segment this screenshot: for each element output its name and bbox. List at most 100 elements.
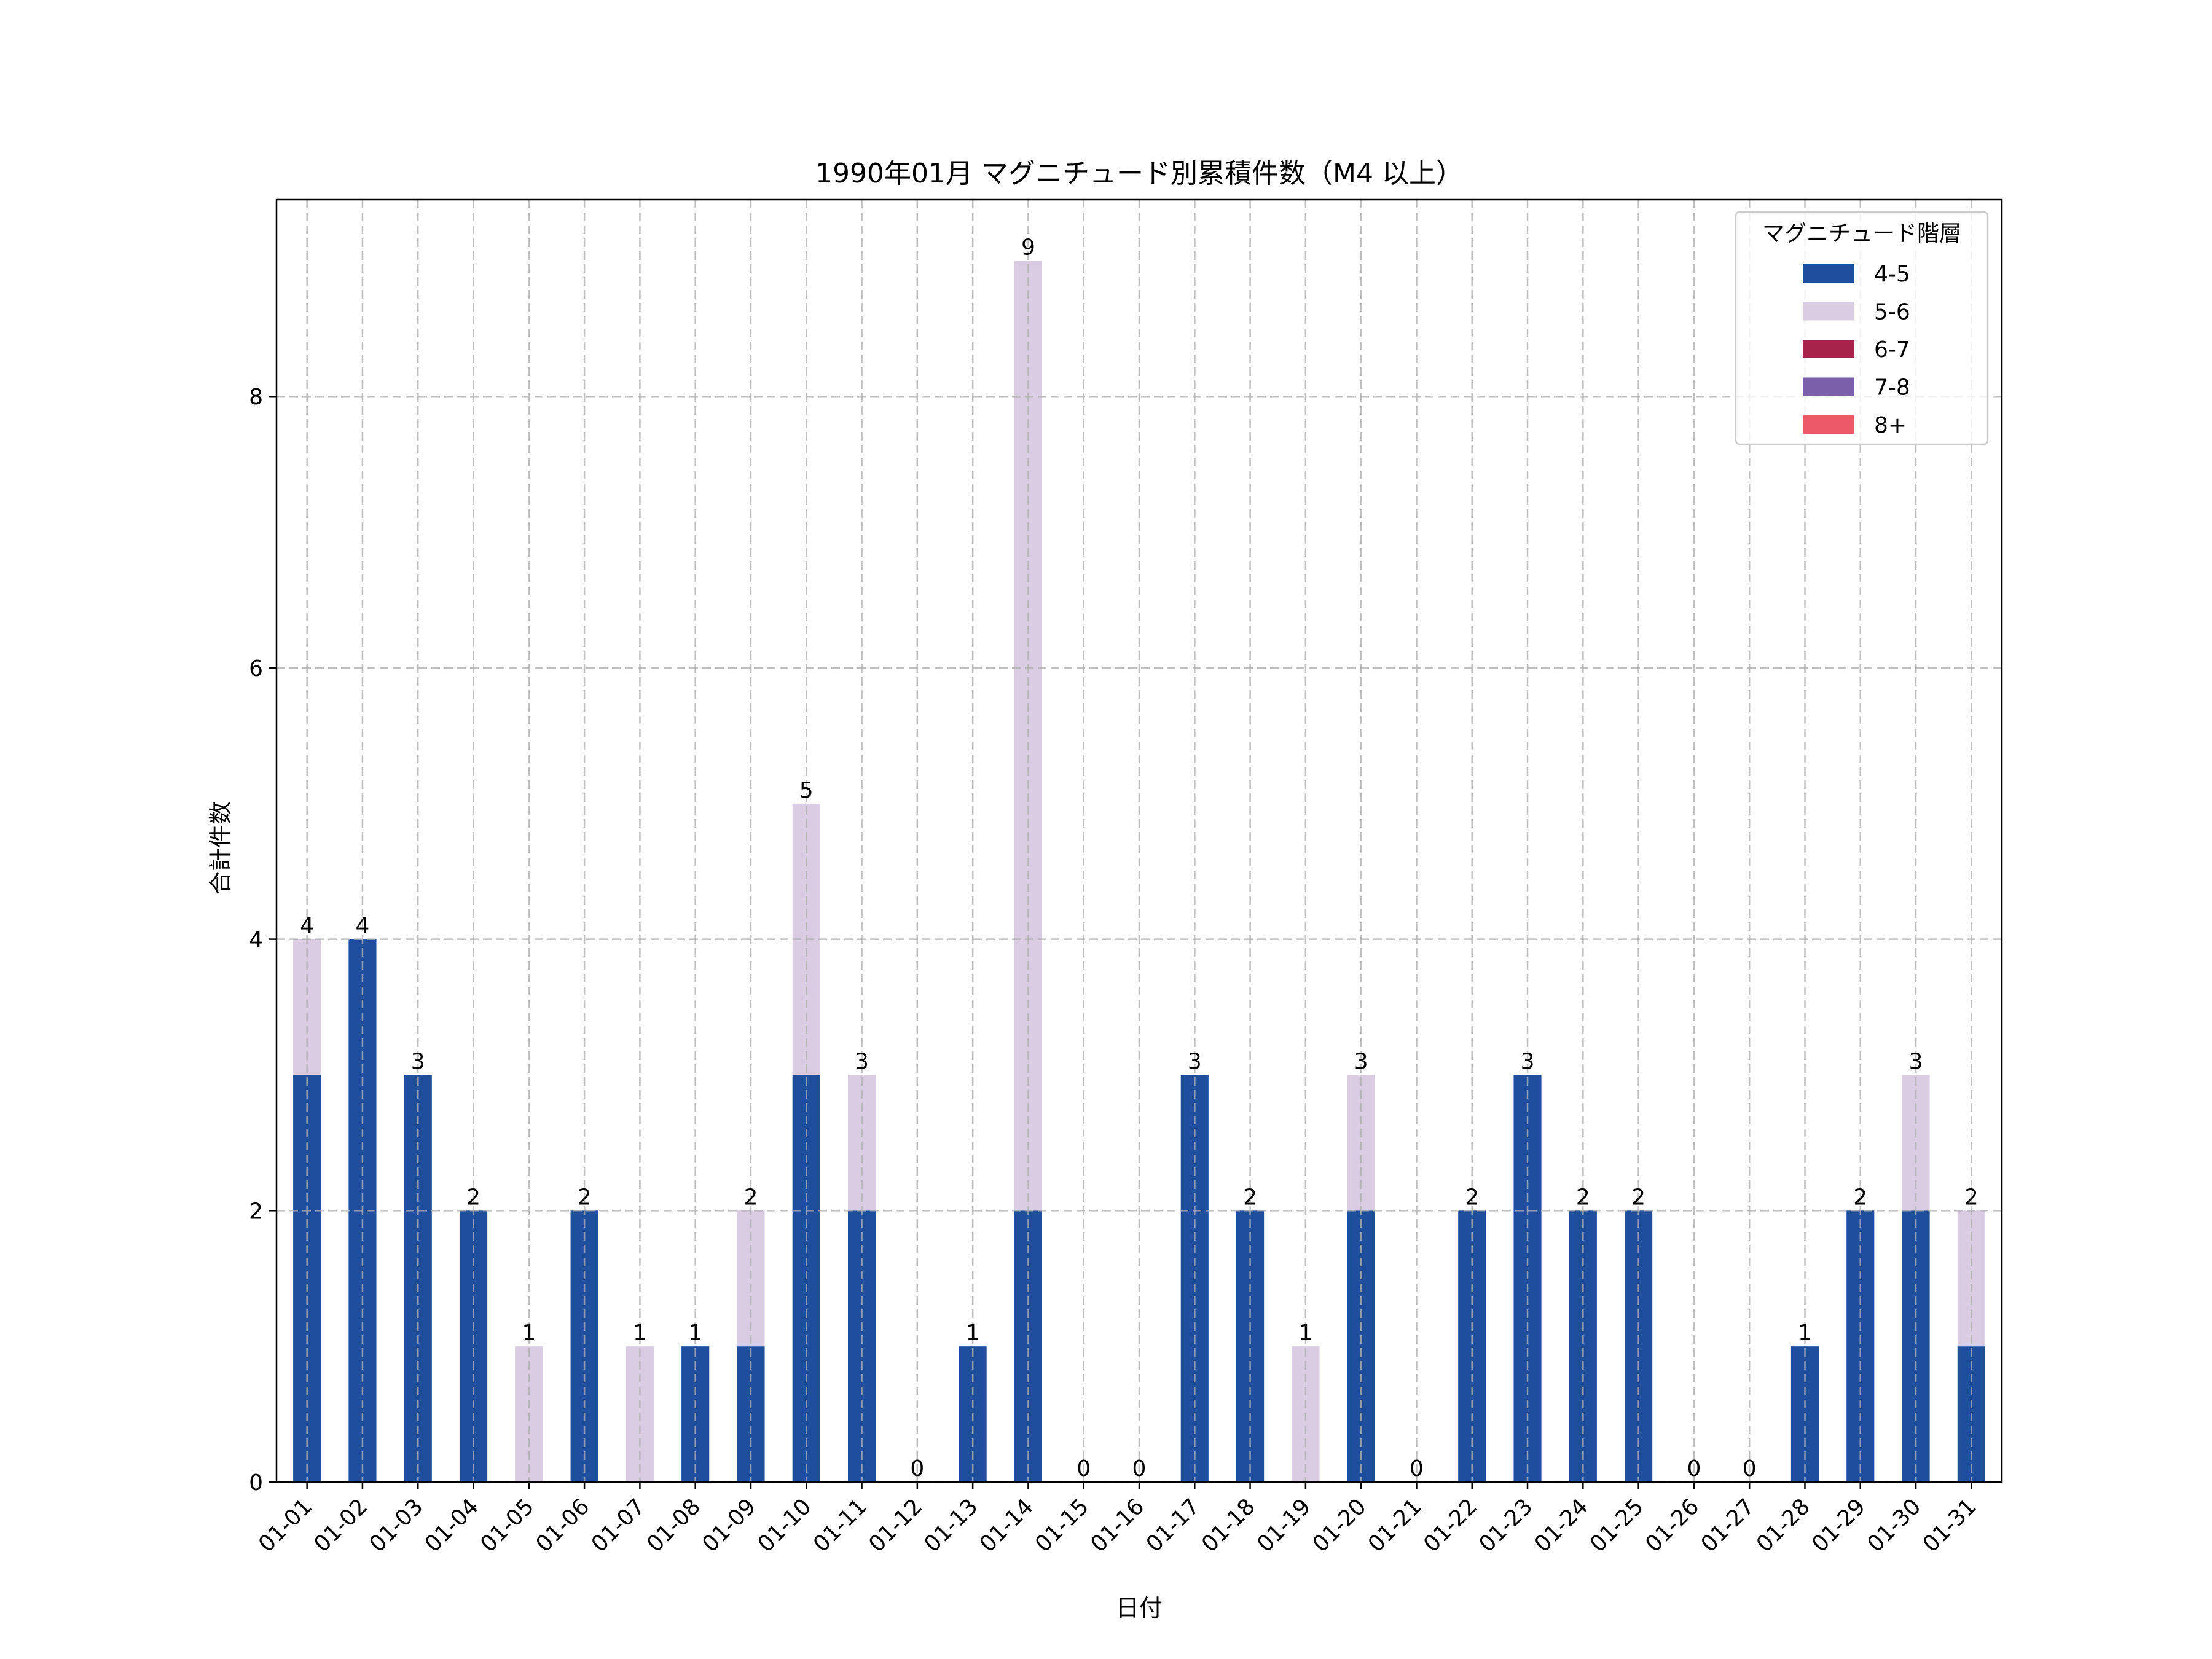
x-tick-label: 01-24: [1530, 1494, 1593, 1557]
bar-total-label: 2: [1964, 1185, 1979, 1210]
x-tick-label: 01-07: [587, 1494, 650, 1557]
legend-swatch-5-6: [1803, 302, 1854, 321]
x-tick-label: 01-02: [309, 1494, 372, 1557]
bar-segment-4-5: [1236, 1210, 1265, 1482]
x-tick-label: 01-14: [975, 1494, 1038, 1557]
x-tick-label: 01-20: [1308, 1494, 1371, 1557]
legend-label-4-5: 4-5: [1874, 262, 1910, 287]
y-tick-label: 4: [249, 928, 263, 953]
data-labels-layer: 4 4 3 2 1 2 1 1 2 5 3 0 1 9 0 0 3 2 1 3 0 2 3 2 2 0 0 1 2 3 2: [300, 235, 1979, 1481]
legend-label-8+: 8+: [1874, 413, 1907, 438]
x-tick-label: 01-06: [531, 1494, 595, 1557]
bar-total-label: 1: [522, 1320, 536, 1346]
legend-entries: 4-5 5-6 6-7 7-8 8+: [1803, 262, 1910, 438]
x-tick-label: 01-22: [1419, 1494, 1482, 1557]
bar-total-label: 2: [1576, 1185, 1590, 1210]
bar-total-label: 0: [1687, 1456, 1701, 1481]
plot-frame: [275, 198, 2003, 1483]
x-tick-label: 01-27: [1696, 1494, 1760, 1557]
x-tick-label: 01-30: [1862, 1494, 1926, 1557]
legend-title: マグニチュード階層: [1762, 221, 1961, 246]
x-tick-label: 01-23: [1474, 1494, 1537, 1557]
bar-segment-4-5: [1458, 1210, 1486, 1482]
bar-total-label: 3: [855, 1049, 869, 1074]
bar-total-label: 3: [1354, 1049, 1368, 1074]
bar-total-label: 1: [966, 1320, 980, 1346]
legend-label-5-6: 5-6: [1874, 300, 1910, 325]
bar-segment-4-5: [1569, 1210, 1597, 1482]
bar-total-label: 0: [1132, 1456, 1147, 1481]
bar-segment-4-5: [459, 1210, 488, 1482]
x-tick-label: 01-28: [1752, 1494, 1815, 1557]
bar-total-label: 4: [355, 914, 369, 939]
bar-total-label: 1: [1798, 1320, 1812, 1346]
x-tick-label: 01-25: [1585, 1494, 1649, 1557]
x-tick-label: 01-04: [420, 1494, 484, 1557]
bar-total-label: 2: [1853, 1185, 1867, 1210]
bar-total-label: 3: [1909, 1049, 1923, 1074]
bar-segment-4-5: [847, 1210, 876, 1482]
legend-swatch-6-7: [1803, 340, 1854, 358]
bar-total-label: 1: [1298, 1320, 1312, 1346]
y-axis-ticks: 0 2 4 6 8: [249, 385, 276, 1496]
x-tick-label: 01-01: [254, 1494, 317, 1557]
bar-total-label: 3: [1188, 1049, 1202, 1074]
x-tick-label: 01-19: [1252, 1494, 1316, 1557]
bar-total-label: 0: [1077, 1456, 1091, 1481]
y-axis-label: 合計件数: [207, 801, 234, 895]
bar-segment-4-5: [1625, 1210, 1653, 1482]
x-tick-label: 01-16: [1086, 1494, 1149, 1557]
bar-segment-4-5: [570, 1210, 598, 1482]
bar-total-label: 4: [300, 914, 314, 939]
bar-segment-4-5: [1014, 1210, 1042, 1482]
bar-segment-4-5: [1347, 1210, 1375, 1482]
bar-total-label: 0: [910, 1456, 924, 1481]
bar-total-label: 2: [466, 1185, 480, 1210]
bar-segment-4-5: [1902, 1210, 1930, 1482]
x-tick-label: 01-18: [1197, 1494, 1260, 1557]
x-tick-label: 01-21: [1363, 1494, 1427, 1557]
bar-total-label: 2: [1243, 1185, 1257, 1210]
x-tick-label: 01-10: [753, 1494, 817, 1557]
x-tick-label: 01-03: [365, 1494, 428, 1557]
x-tick-label: 01-08: [642, 1494, 705, 1557]
bar-total-label: 2: [1631, 1185, 1645, 1210]
x-tick-label: 01-17: [1142, 1494, 1205, 1557]
bar-total-label: 2: [744, 1185, 758, 1210]
x-axis-label: 日付: [1116, 1594, 1163, 1622]
bar-total-label: 1: [688, 1320, 702, 1346]
y-tick-label: 0: [249, 1470, 263, 1496]
legend-box: [1735, 211, 1989, 445]
y-tick-label: 2: [249, 1199, 263, 1224]
x-tick-label: 01-11: [809, 1494, 872, 1557]
x-axis-ticks: 01-0101-0201-0301-0401-0501-0601-0701-08…: [254, 1482, 1982, 1557]
x-tick-label: 01-09: [697, 1494, 761, 1557]
chart-title: 1990年01月 マグニチュード別累積件数（M4 以上）: [815, 158, 1463, 189]
legend-label-6-7: 6-7: [1874, 337, 1910, 363]
y-tick-label: 6: [249, 656, 263, 681]
bar-total-label: 0: [1743, 1456, 1757, 1481]
legend: マグニチュード階層 4-5 5-6 6-7 7-8 8+: [1735, 211, 1989, 445]
legend-swatch-4-5: [1803, 264, 1854, 283]
bar-total-label: 2: [1465, 1185, 1479, 1210]
x-tick-label: 01-29: [1807, 1494, 1870, 1557]
bar-total-label: 9: [1021, 235, 1035, 260]
x-tick-label: 01-13: [920, 1494, 983, 1557]
legend-swatch-7-8: [1803, 377, 1854, 396]
bar-total-label: 1: [633, 1320, 647, 1346]
x-tick-label: 01-12: [864, 1494, 927, 1557]
legend-swatch-8+: [1803, 415, 1854, 434]
legend-label-7-8: 7-8: [1874, 375, 1910, 401]
x-tick-label: 01-15: [1030, 1494, 1094, 1557]
bar-segment-4-5: [1846, 1210, 1875, 1482]
bar-total-label: 3: [1521, 1049, 1535, 1074]
bar-total-label: 3: [411, 1049, 425, 1074]
x-tick-label: 01-31: [1918, 1494, 1982, 1557]
x-tick-label: 01-05: [476, 1494, 539, 1557]
bar-total-label: 2: [578, 1185, 592, 1210]
bar-total-label: 5: [799, 778, 814, 803]
bar-total-label: 0: [1410, 1456, 1424, 1481]
y-tick-label: 8: [249, 385, 263, 410]
